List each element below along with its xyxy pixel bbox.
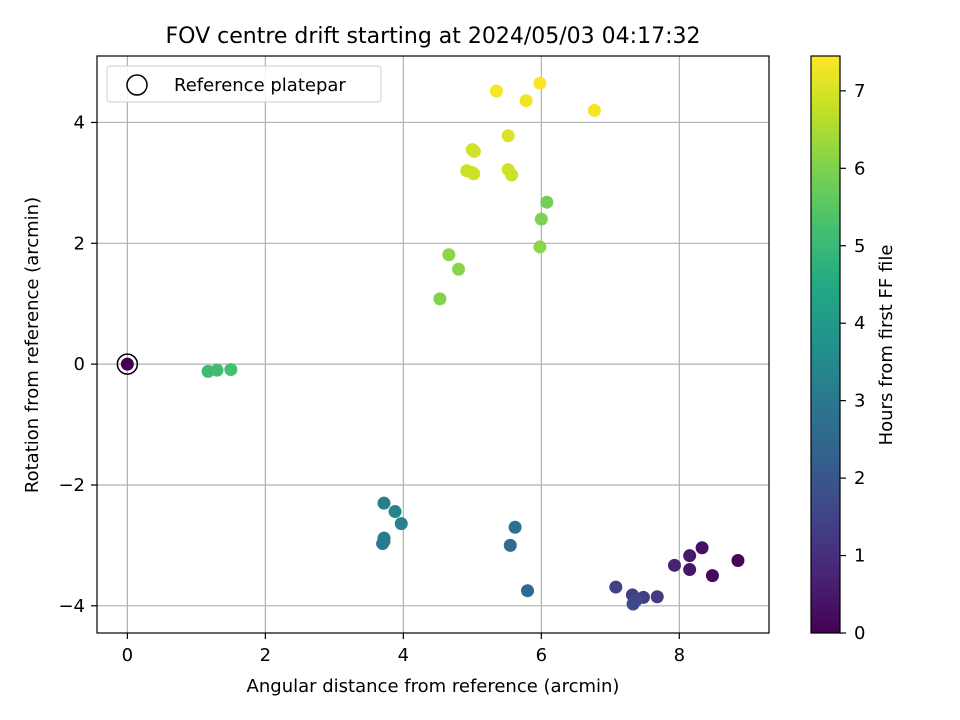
legend-box xyxy=(106,65,382,103)
colorbar-tick-label: 7 xyxy=(854,81,865,102)
colorbar-label: Hours from first FF file xyxy=(876,245,897,446)
data-point xyxy=(731,553,745,567)
data-point xyxy=(695,541,709,555)
colorbar-frame xyxy=(810,55,841,634)
data-point xyxy=(120,357,134,371)
data-point xyxy=(705,569,719,583)
colorbar-gradient xyxy=(811,56,840,633)
data-point xyxy=(503,538,517,552)
data-point xyxy=(505,168,519,182)
colorbar-tick-label: 0 xyxy=(854,623,865,644)
grid-lines xyxy=(97,56,769,633)
data-point xyxy=(377,534,391,548)
colorbar-tick-label: 3 xyxy=(854,391,865,412)
x-tick-label: 0 xyxy=(122,645,133,666)
data-points xyxy=(116,76,745,611)
colorbar-tick-label: 4 xyxy=(854,313,865,334)
data-point xyxy=(388,505,402,519)
data-point xyxy=(683,563,697,577)
data-point xyxy=(626,597,640,611)
data-point xyxy=(452,262,466,276)
data-point xyxy=(465,166,479,180)
y-tick-label: 0 xyxy=(74,354,85,375)
data-point xyxy=(534,212,548,226)
data-point xyxy=(683,549,697,563)
colorbar-tick-label: 5 xyxy=(854,236,865,257)
data-point xyxy=(533,240,547,254)
data-point xyxy=(650,590,664,604)
colorbar-tick-label: 2 xyxy=(854,468,865,489)
data-point xyxy=(394,517,408,531)
data-point xyxy=(521,584,535,598)
x-tick-label: 6 xyxy=(536,645,547,666)
data-point xyxy=(467,144,481,158)
data-point xyxy=(587,103,601,117)
legend-marker-open-circle xyxy=(126,74,148,96)
y-axis-ticks: −4 −2 0 2 4 xyxy=(58,112,97,617)
data-point xyxy=(667,558,681,572)
chart-title: FOV centre drift starting at 2024/05/03 … xyxy=(166,24,701,49)
data-point xyxy=(224,363,238,377)
reference-platepar-marker xyxy=(116,353,139,375)
data-point xyxy=(433,292,447,306)
data-point xyxy=(533,76,547,90)
y-tick-label: −4 xyxy=(58,596,85,617)
data-point xyxy=(540,195,554,209)
data-point xyxy=(442,248,456,262)
legend-label: Reference platepar xyxy=(174,75,346,96)
data-point xyxy=(519,94,533,108)
x-tick-label: 2 xyxy=(260,645,271,666)
data-point xyxy=(377,496,391,510)
colorbar: 0 1 2 3 4 5 6 7 Hours from first FF file xyxy=(810,55,897,644)
legend: Reference platepar xyxy=(106,65,382,103)
data-point xyxy=(609,580,623,594)
x-tick-label: 8 xyxy=(674,645,685,666)
data-point xyxy=(501,129,515,143)
data-point xyxy=(210,363,224,377)
data-point xyxy=(508,520,522,534)
y-tick-label: 2 xyxy=(74,233,85,254)
data-point xyxy=(489,84,503,98)
y-tick-label: 4 xyxy=(74,112,85,133)
x-axis-ticks: 0 2 4 6 8 xyxy=(122,633,685,666)
plot-frame xyxy=(96,55,770,634)
y-axis-label: Rotation from reference (arcmin) xyxy=(22,197,43,493)
colorbar-tick-label: 6 xyxy=(854,158,865,179)
colorbar-ticks: 0 1 2 3 4 5 6 7 xyxy=(840,81,865,644)
y-tick-label: −2 xyxy=(58,475,85,496)
x-axis-label: Angular distance from reference (arcmin) xyxy=(247,676,620,697)
x-tick-label: 4 xyxy=(398,645,409,666)
colorbar-tick-label: 1 xyxy=(854,546,865,567)
